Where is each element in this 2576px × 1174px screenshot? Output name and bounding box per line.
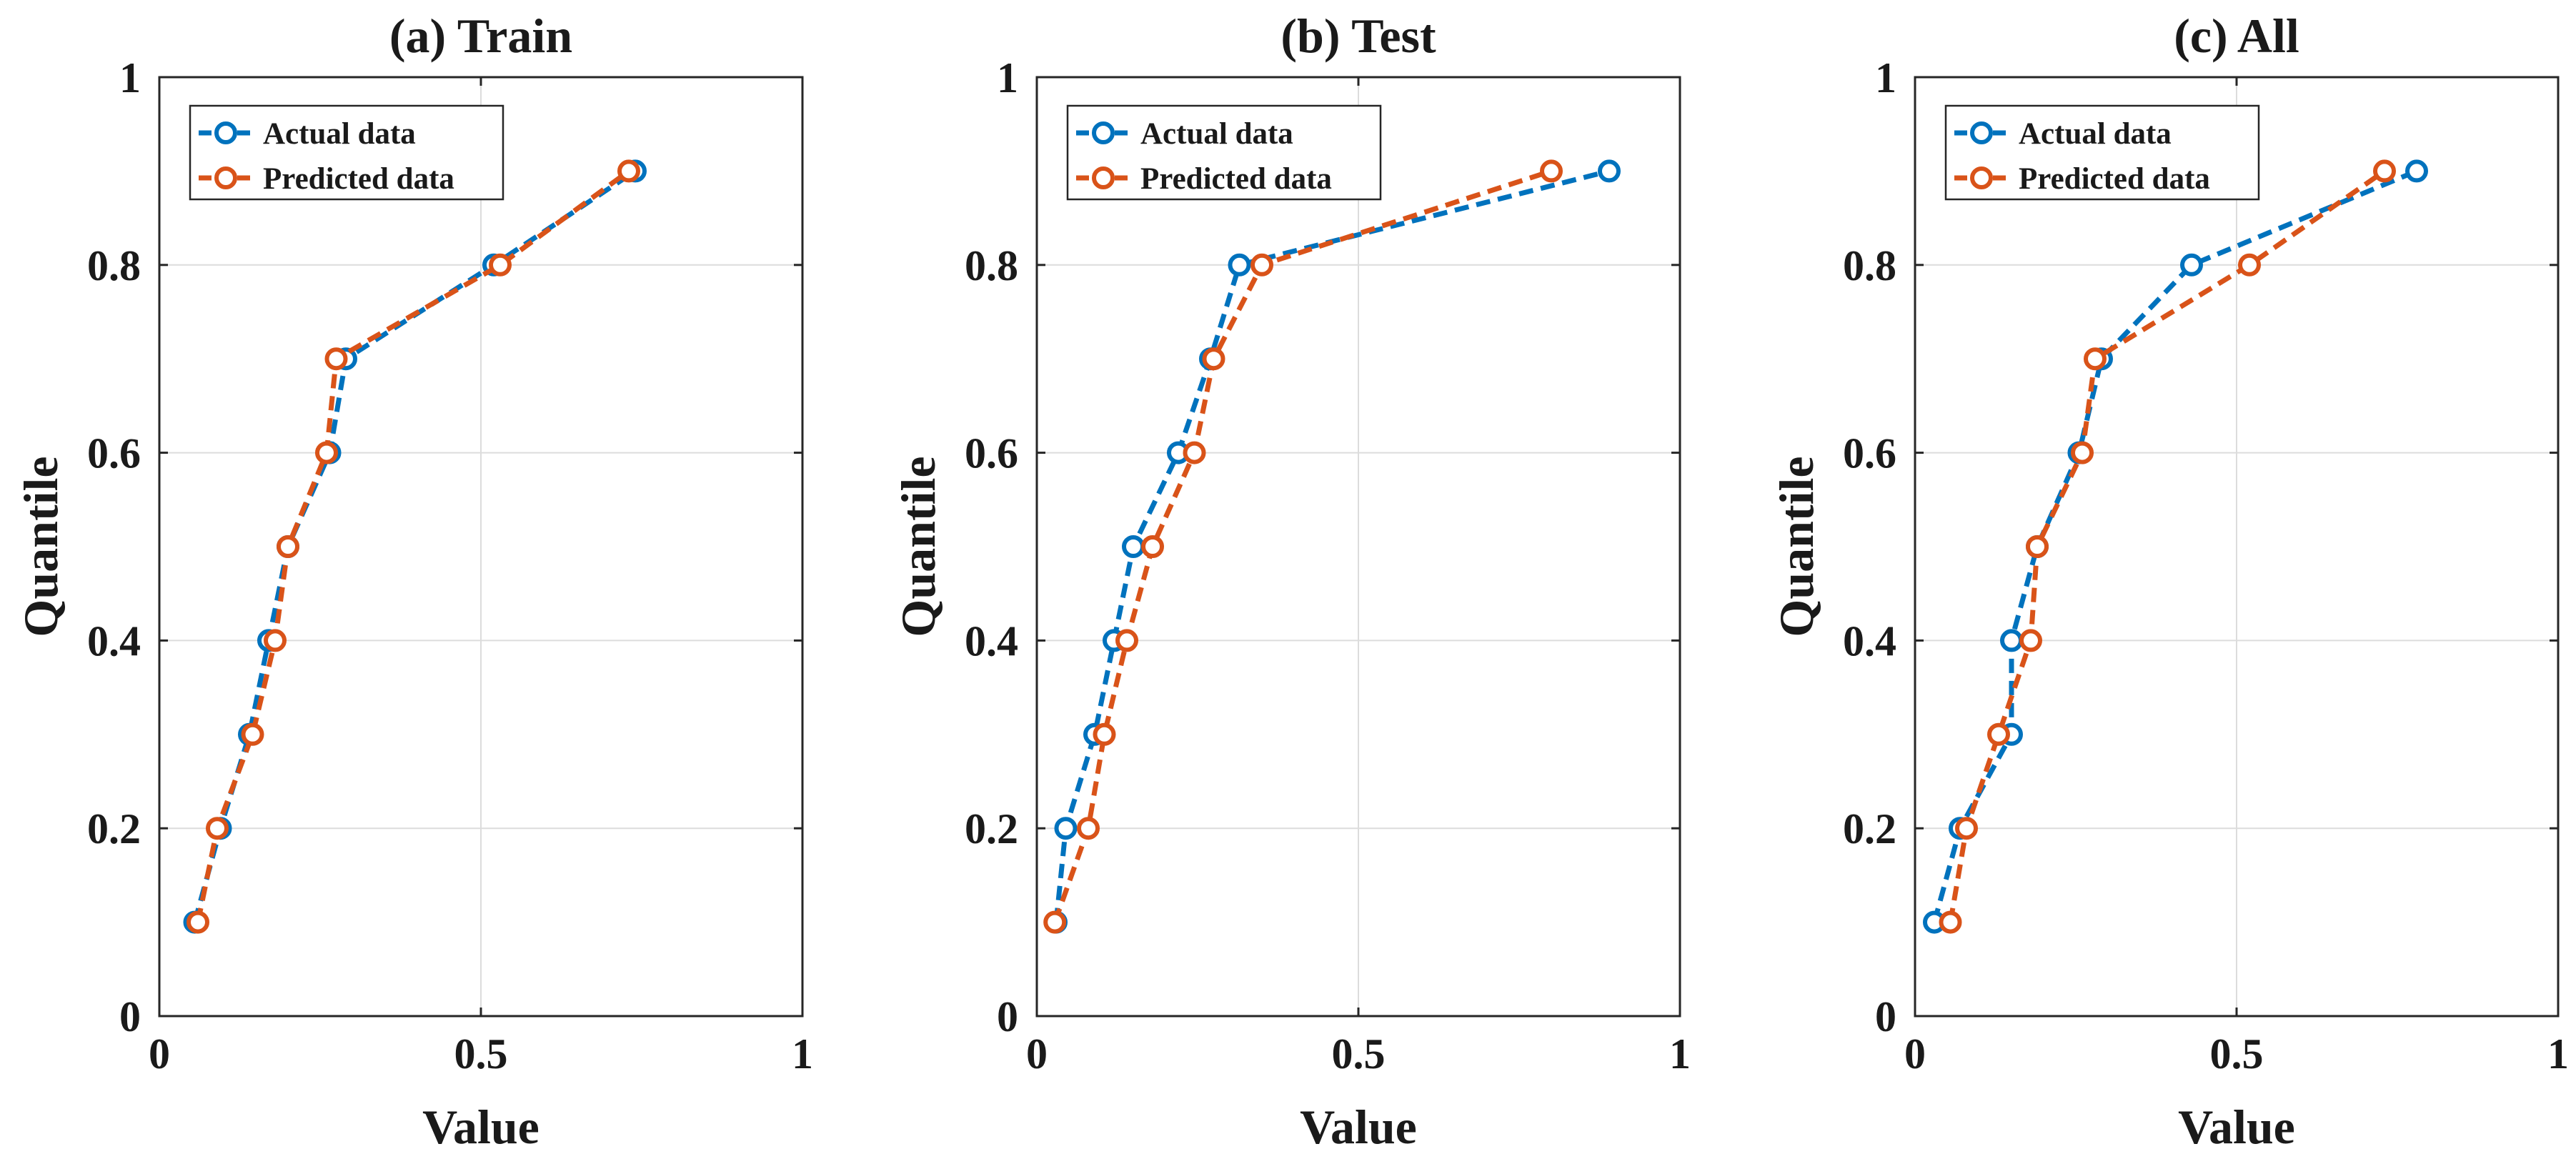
legend-swatch-marker-actual bbox=[1970, 121, 1993, 144]
data-point-predicted bbox=[1141, 535, 1164, 558]
data-point-predicted bbox=[1183, 441, 1206, 464]
y-tick-label: 0 bbox=[119, 993, 141, 1040]
data-point-predicted bbox=[2026, 535, 2049, 558]
data-point-actual bbox=[2000, 629, 2023, 652]
legend-label-predicted: Predicted data bbox=[1140, 162, 1332, 196]
legend-swatch-marker-predicted bbox=[1970, 166, 1993, 189]
y-tick-label: 0.6 bbox=[87, 430, 141, 477]
x-tick-label: 0 bbox=[1026, 1030, 1048, 1078]
y-tick-label: 0.2 bbox=[87, 805, 141, 852]
legend-box bbox=[1944, 104, 2260, 201]
data-point-predicted bbox=[1202, 347, 1225, 371]
x-tick-label: 1 bbox=[1669, 1030, 1691, 1078]
panel-title: (c) All bbox=[2174, 9, 2299, 63]
legend-swatch-marker-predicted bbox=[1092, 166, 1115, 189]
y-tick-label: 0.4 bbox=[87, 617, 141, 665]
y-tick-label: 1 bbox=[119, 54, 141, 101]
series-line-actual bbox=[1931, 169, 2418, 923]
legend-label-actual: Actual data bbox=[2019, 117, 2172, 151]
data-point-predicted bbox=[1955, 817, 1978, 840]
x-tick-label: 0.5 bbox=[454, 1030, 508, 1078]
legend-label-predicted: Predicted data bbox=[263, 162, 454, 196]
legend-swatch-marker-actual bbox=[1092, 121, 1115, 144]
data-point-predicted bbox=[1540, 159, 1563, 183]
chart-panel-3: 0 0.5 1 0 0.2 0.4 0.6 0.8 1 (c) All Value Quantile A… bbox=[1769, 9, 2569, 1154]
panel-title: (a) Train bbox=[389, 9, 572, 63]
y-tick-label: 1 bbox=[1875, 54, 1896, 101]
y-tick-label: 0.6 bbox=[965, 430, 1018, 477]
data-point-predicted bbox=[2238, 253, 2261, 277]
data-point-predicted bbox=[2019, 629, 2042, 652]
y-axis-label: Quantile bbox=[891, 456, 945, 637]
data-point-predicted bbox=[617, 159, 640, 183]
y-tick-label: 0.2 bbox=[965, 805, 1018, 852]
y-tick-label: 0.8 bbox=[1843, 242, 1896, 289]
data-point-actual bbox=[1598, 159, 1621, 183]
panel-title: (b) Test bbox=[1280, 9, 1436, 63]
y-tick-label: 0.8 bbox=[87, 242, 141, 289]
data-point-actual bbox=[1054, 817, 1078, 840]
x-axis-label: Value bbox=[2178, 1100, 2295, 1154]
data-point-actual bbox=[1122, 535, 1145, 558]
x-axis-label: Value bbox=[1300, 1100, 1417, 1154]
data-point-predicted bbox=[1093, 722, 1116, 746]
data-point-actual bbox=[1228, 253, 1251, 277]
legend-box bbox=[189, 104, 504, 201]
y-tick-label: 0 bbox=[1875, 993, 1896, 1040]
x-tick-label: 0.5 bbox=[2210, 1030, 2264, 1078]
data-point-predicted bbox=[241, 722, 264, 746]
legend: Actual data Predicted data bbox=[1066, 104, 1382, 201]
data-point-predicted bbox=[2084, 347, 2107, 371]
series-predicted bbox=[1939, 159, 2396, 934]
data-point-predicted bbox=[2071, 441, 2094, 464]
chart-panel-1: 0 0.5 1 0 0.2 0.4 0.6 0.8 1 (a) Train Value Quantil… bbox=[14, 9, 813, 1154]
data-point-predicted bbox=[489, 253, 512, 277]
y-tick-label: 0 bbox=[997, 993, 1018, 1040]
data-point-actual bbox=[2180, 253, 2203, 277]
x-tick-label: 0 bbox=[149, 1030, 170, 1078]
y-tick-label: 1 bbox=[997, 54, 1018, 101]
data-point-predicted bbox=[1043, 910, 1067, 934]
data-point-predicted bbox=[264, 629, 287, 652]
legend-label-actual: Actual data bbox=[263, 117, 416, 151]
legend-box bbox=[1066, 104, 1382, 201]
chart-panel-2: 0 0.5 1 0 0.2 0.4 0.6 0.8 1 (b) Test Value Quantile… bbox=[891, 9, 1691, 1154]
data-point-predicted bbox=[1987, 722, 2010, 746]
y-tick-label: 0.6 bbox=[1843, 430, 1896, 477]
x-tick-label: 1 bbox=[792, 1030, 813, 1078]
y-tick-label: 0.4 bbox=[1843, 617, 1896, 665]
x-tick-label: 0.5 bbox=[1332, 1030, 1386, 1078]
y-axis-label: Quantile bbox=[14, 456, 68, 637]
data-point-predicted bbox=[206, 817, 229, 840]
data-point-predicted bbox=[1077, 817, 1100, 840]
data-point-actual bbox=[2405, 159, 2428, 183]
legend: Actual data Predicted data bbox=[189, 104, 504, 201]
data-point-predicted bbox=[187, 910, 209, 934]
legend-swatch-marker-actual bbox=[214, 121, 237, 144]
x-tick-label: 1 bbox=[2547, 1030, 2569, 1078]
y-axis-label: Quantile bbox=[1769, 456, 1824, 637]
data-point-predicted bbox=[1115, 629, 1138, 652]
x-axis-label: Value bbox=[422, 1100, 539, 1154]
legend-swatch-marker-predicted bbox=[214, 166, 237, 189]
data-point-predicted bbox=[1250, 253, 1273, 277]
legend-label-predicted: Predicted data bbox=[2019, 162, 2210, 196]
data-point-predicted bbox=[2373, 159, 2396, 183]
y-tick-label: 0.2 bbox=[1843, 805, 1896, 852]
series-predicted bbox=[1043, 159, 1563, 934]
data-point-predicted bbox=[1939, 910, 1962, 934]
x-tick-label: 0 bbox=[1904, 1030, 1926, 1078]
data-point-predicted bbox=[324, 347, 348, 371]
series-predicted bbox=[187, 159, 640, 934]
legend: Actual data Predicted data bbox=[1944, 104, 2260, 201]
y-tick-label: 0.4 bbox=[965, 617, 1018, 665]
y-tick-label: 0.8 bbox=[965, 242, 1018, 289]
data-point-predicted bbox=[277, 535, 299, 558]
legend-label-actual: Actual data bbox=[1140, 117, 1293, 151]
data-point-predicted bbox=[315, 441, 338, 464]
